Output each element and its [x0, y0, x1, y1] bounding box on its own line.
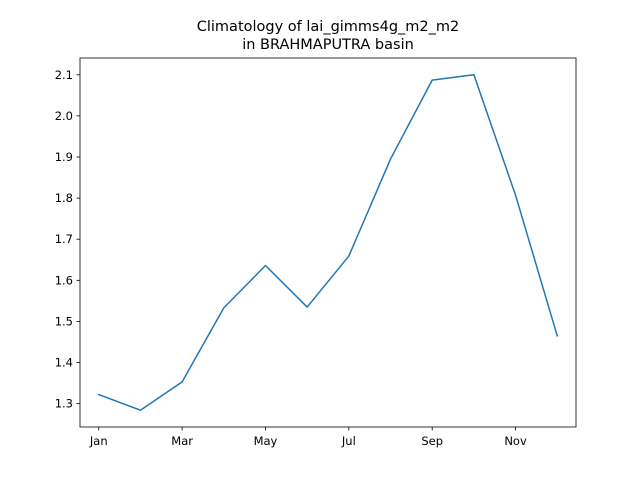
series-line-0	[97, 74, 559, 411]
x-tick-label: Jan	[89, 434, 108, 448]
x-tick-label: Mar	[171, 434, 193, 448]
y-tick-label: 1.7	[55, 232, 73, 246]
x-tick-label: Jul	[341, 434, 356, 448]
y-tick-label: 1.8	[55, 191, 73, 205]
y-tick-label: 1.3	[55, 397, 73, 411]
chart-title-line-2: in BRAHMAPUTRA basin	[242, 37, 414, 53]
x-tick-label: May	[254, 434, 278, 448]
axes-frame	[79, 57, 577, 428]
plot-area: Jan Mar May Jul Sep Nov 1.3 1.4 1.5 1.6 1.7 1.8 1.9 2…	[55, 57, 577, 448]
y-tick-label: 1.5	[55, 314, 73, 328]
y-tick-label: 2.1	[55, 68, 73, 82]
y-tick-label: 1.4	[55, 356, 73, 370]
x-tick-label: Nov	[504, 434, 527, 448]
y-tick-label: 2.0	[55, 109, 73, 123]
x-tick-label: Sep	[421, 434, 443, 448]
y-tick-label: 1.9	[55, 150, 73, 164]
chart-title-line-1: Climatology of lai_gimms4g_m2_m2	[197, 19, 460, 35]
y-tick-label: 1.6	[55, 273, 73, 287]
